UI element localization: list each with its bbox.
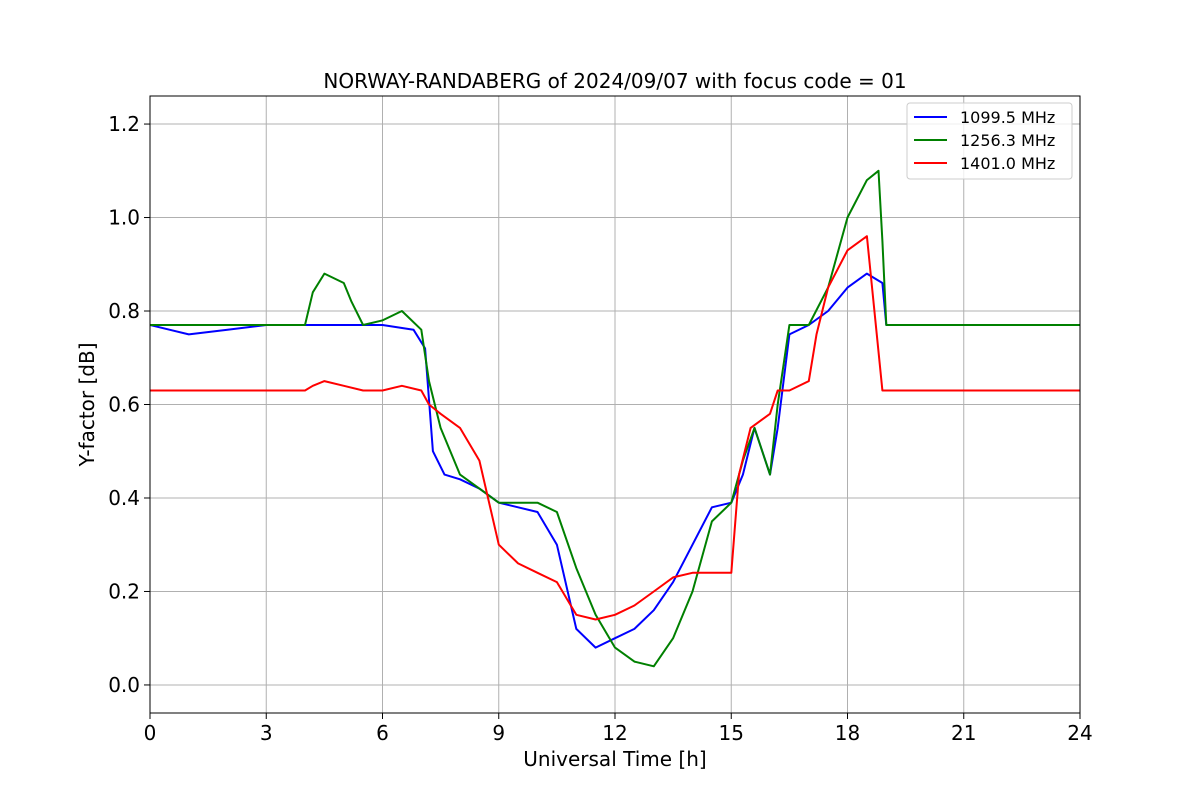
x-tick-label: 0 [144,721,157,745]
y-tick-label: 0.4 [108,486,140,510]
x-axis-label: Universal Time [h] [523,747,706,771]
y-axis-label: Y-factor [dB] [75,342,99,467]
y-tick-label: 0.2 [108,579,140,603]
x-tick-label: 9 [492,721,505,745]
y-tick-label: 0.6 [108,393,140,417]
x-tick-label: 12 [602,721,627,745]
x-tick-label: 21 [951,721,976,745]
legend-label-3: 1401.0 MHz [960,154,1055,173]
y-tick-label: 1.0 [108,206,140,230]
x-tick-label: 15 [719,721,744,745]
series-layer [150,169,1080,668]
y-tick-label: 0.8 [108,299,140,323]
x-tick-label: 24 [1067,721,1092,745]
series-line-1 [150,272,1080,649]
legend-label-2: 1256.3 MHz [960,131,1055,150]
series-line-2 [150,169,1080,668]
ticks: 0 3 6 9 12 15 18 21 24 0.0 0.2 0.4 0.6 0.8 1.0 1.2 [108,112,1093,745]
x-tick-label: 18 [835,721,860,745]
legend-label-1: 1099.5 MHz [960,108,1055,127]
y-tick-label: 1.2 [108,112,140,136]
x-tick-label: 3 [260,721,273,745]
chart-title: NORWAY-RANDABERG of 2024/09/07 with focu… [323,69,906,93]
legend: 1099.5 MHz 1256.3 MHz 1401.0 MHz [906,102,1073,180]
legend-box [906,102,1073,180]
x-tick-label: 6 [376,721,389,745]
y-tick-label: 0.0 [108,673,140,697]
series-line-3 [150,235,1080,621]
